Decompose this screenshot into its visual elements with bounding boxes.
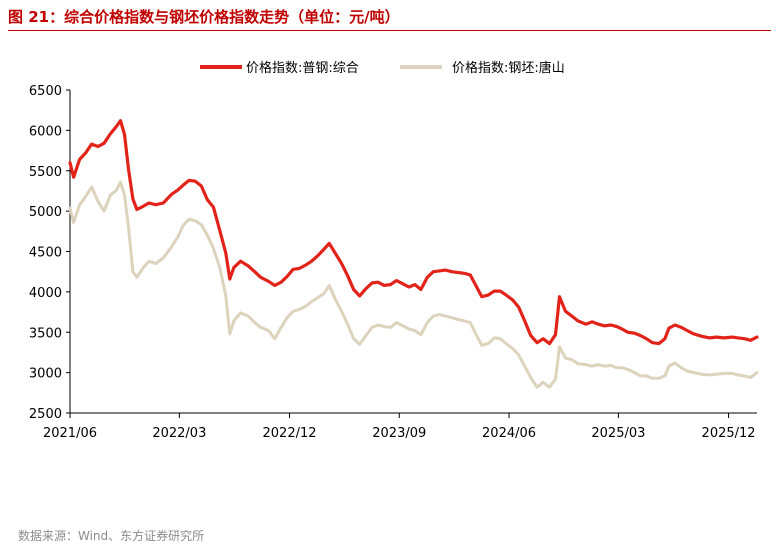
series-line-composite xyxy=(68,119,759,346)
data-source: 数据来源：Wind、东方证券研究所 xyxy=(18,529,205,543)
y-tick-label: 6000 xyxy=(29,124,62,139)
y-tick-label: 4000 xyxy=(29,286,62,301)
title-divider xyxy=(8,30,771,31)
y-tick-label: 5500 xyxy=(29,165,62,180)
y-tick-label: 6500 xyxy=(29,84,62,99)
y-tick-label: 3000 xyxy=(29,367,62,382)
series-layer xyxy=(68,119,759,389)
x-tick-label: 2022/12 xyxy=(263,426,317,441)
legend: 价格指数:普钢:综合 价格指数:钢坯:唐山 xyxy=(200,60,565,76)
x-tick-label: 2025/12 xyxy=(702,426,756,441)
y-tick-label: 3500 xyxy=(29,326,62,341)
x-tick-label: 2023/09 xyxy=(372,426,426,441)
legend-label-composite: 价格指数:普钢:综合 xyxy=(246,60,359,76)
x-tick-label: 2021/06 xyxy=(43,426,97,441)
series-line-billet xyxy=(68,180,759,389)
chart-title: 图 21：综合价格指数与钢坯价格指数走势（单位：元/吨） xyxy=(8,8,400,26)
y-tick-label: 2500 xyxy=(29,407,62,422)
x-tick-label: 2025/03 xyxy=(591,426,645,441)
x-tick-label: 2022/03 xyxy=(152,426,206,441)
x-tick-label: 2024/06 xyxy=(482,426,536,441)
x-axis: 2021/06 2022/03 2022/12 2023/09 2024/06 2025/… xyxy=(43,412,757,441)
y-tick-label: 5000 xyxy=(29,205,62,220)
y-axis: 6500 6000 5500 5000 4500 4000 3500 3000 2500 xyxy=(29,84,71,422)
legend-label-billet: 价格指数:钢坯:唐山 xyxy=(452,60,565,76)
y-tick-label: 4500 xyxy=(29,246,62,261)
